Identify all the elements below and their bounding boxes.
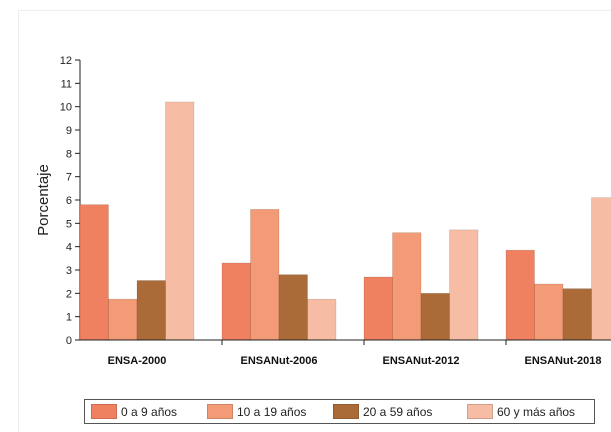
bar bbox=[449, 229, 479, 341]
bar bbox=[250, 209, 280, 341]
y-tick-label: 11 bbox=[61, 78, 72, 90]
y-tick-label: 7 bbox=[66, 172, 72, 184]
y-tick-label: 8 bbox=[66, 148, 72, 160]
bar bbox=[591, 197, 611, 341]
legend-item: 10 a 19 años bbox=[207, 404, 306, 419]
x-axis: ENSA-2000 ENSANut-2006 ENSANut-2012 ENSANut… bbox=[80, 339, 611, 367]
bars bbox=[79, 101, 611, 341]
y-tick-label: 4 bbox=[66, 242, 72, 254]
legend: 0 a 9 años 10 a 19 años 20 a 59 años 60 y m… bbox=[84, 399, 595, 424]
bar bbox=[392, 232, 422, 341]
legend-swatch bbox=[91, 404, 117, 419]
legend-label: 0 a 9 años bbox=[121, 404, 178, 419]
legend-label: 10 a 19 años bbox=[237, 404, 307, 419]
legend-item: 60 y más años bbox=[467, 404, 575, 419]
y-axis-label: Porcentaje bbox=[35, 164, 52, 236]
legend-swatch bbox=[333, 404, 359, 419]
bar bbox=[420, 293, 450, 341]
bar bbox=[165, 101, 195, 341]
bar bbox=[221, 262, 251, 341]
y-tick-label: 12 bbox=[60, 55, 72, 67]
bar bbox=[562, 288, 592, 341]
x-category-label: ENSA-2000 bbox=[108, 355, 167, 367]
bar bbox=[307, 298, 337, 341]
legend-item: 20 a 59 años bbox=[333, 404, 432, 419]
y-tick-label: 2 bbox=[66, 288, 72, 300]
y-tick-label: 6 bbox=[66, 195, 72, 207]
bar bbox=[136, 280, 166, 341]
bar bbox=[79, 204, 109, 341]
y-tick-label: 9 bbox=[66, 125, 72, 137]
y-tick-label: 0 bbox=[66, 335, 72, 347]
legend-label: 20 a 59 años bbox=[363, 404, 433, 419]
legend-swatch bbox=[207, 404, 233, 419]
y-tick-label: 3 bbox=[66, 265, 72, 277]
y-tick-label: 10 bbox=[60, 102, 72, 114]
x-category-label: ENSANut-2012 bbox=[382, 355, 459, 367]
bar bbox=[278, 274, 308, 341]
bar bbox=[108, 298, 138, 341]
legend-item: 0 a 9 años bbox=[91, 404, 177, 419]
page-frame bbox=[18, 10, 611, 432]
x-category-label: ENSANut-2006 bbox=[240, 355, 317, 367]
legend-label: 60 y más años bbox=[497, 404, 576, 419]
x-category-label: ENSANut-2018 bbox=[524, 355, 601, 367]
bar bbox=[363, 276, 393, 341]
legend-swatch bbox=[467, 404, 493, 419]
bar bbox=[505, 249, 535, 341]
bar bbox=[534, 283, 564, 341]
y-tick-label: 1 bbox=[66, 312, 72, 324]
y-tick-label: 5 bbox=[66, 218, 72, 230]
